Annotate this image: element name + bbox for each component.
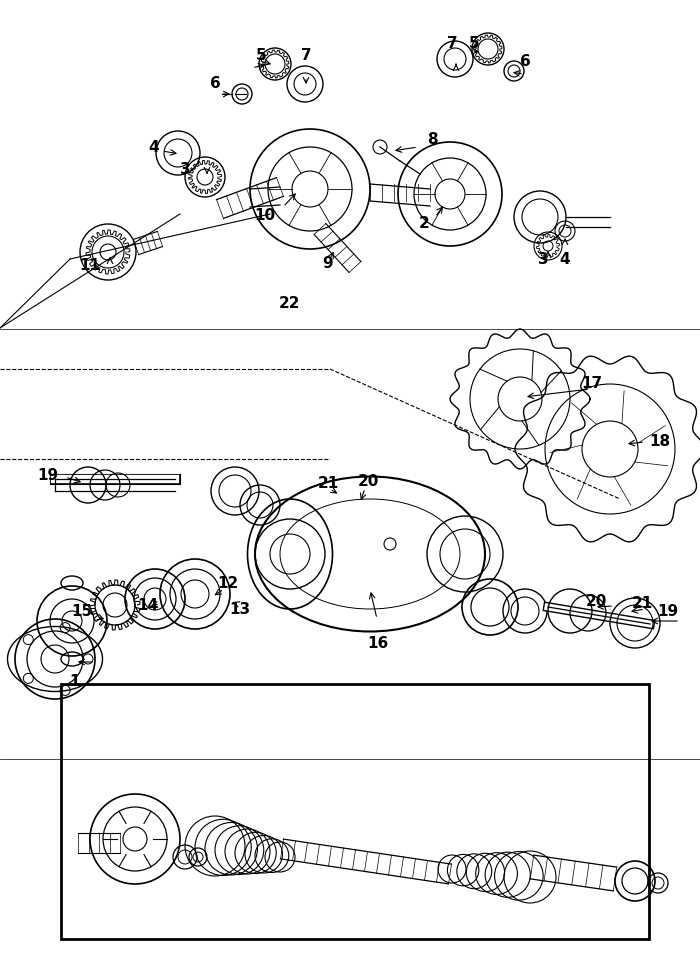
Text: 21: 21: [631, 595, 652, 610]
Text: 9: 9: [323, 255, 333, 270]
Text: 22: 22: [279, 295, 300, 311]
Text: 20: 20: [585, 593, 607, 608]
Text: 4: 4: [148, 141, 160, 156]
Text: 10: 10: [254, 207, 276, 222]
Text: 3: 3: [538, 252, 548, 267]
Text: 1: 1: [70, 674, 80, 689]
Text: 2: 2: [419, 215, 429, 230]
Text: 16: 16: [368, 635, 388, 649]
Text: 19: 19: [657, 603, 678, 619]
Text: 5: 5: [469, 35, 480, 51]
Text: 6: 6: [209, 75, 220, 90]
Text: 14: 14: [137, 597, 159, 612]
Text: 19: 19: [37, 468, 59, 483]
Text: 11: 11: [80, 258, 101, 273]
Text: 7: 7: [447, 35, 457, 51]
Text: 17: 17: [582, 376, 603, 390]
Text: 15: 15: [71, 603, 92, 619]
Text: 8: 8: [427, 132, 438, 148]
Text: 5: 5: [256, 48, 266, 63]
Text: 4: 4: [560, 252, 570, 267]
Text: 6: 6: [519, 55, 531, 69]
Text: 20: 20: [357, 474, 379, 489]
Text: 18: 18: [650, 433, 671, 448]
Text: 21: 21: [317, 476, 339, 491]
Text: 12: 12: [218, 575, 239, 590]
Text: 3: 3: [180, 162, 190, 177]
Text: 13: 13: [230, 601, 251, 617]
Bar: [61, 685, 649, 939]
Text: 7: 7: [301, 48, 312, 63]
